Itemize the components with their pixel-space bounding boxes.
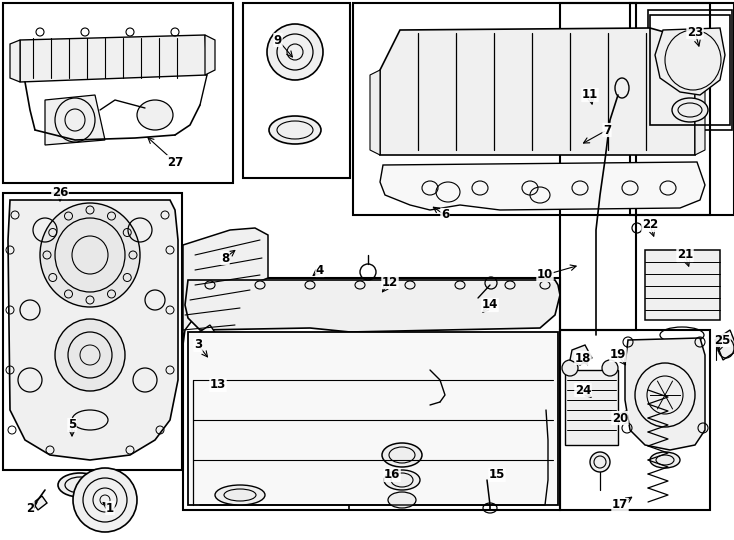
Text: 27: 27 — [167, 156, 183, 168]
Polygon shape — [45, 95, 105, 145]
Ellipse shape — [590, 452, 610, 472]
Text: 2: 2 — [26, 502, 34, 515]
Text: 18: 18 — [575, 352, 591, 365]
Ellipse shape — [382, 443, 422, 467]
Ellipse shape — [660, 352, 680, 378]
Polygon shape — [20, 35, 207, 82]
Polygon shape — [570, 345, 592, 365]
Text: 10: 10 — [537, 268, 553, 281]
Ellipse shape — [562, 360, 578, 376]
Text: 22: 22 — [642, 219, 658, 232]
Text: 19: 19 — [610, 348, 626, 361]
Text: 5: 5 — [68, 418, 76, 431]
Ellipse shape — [40, 203, 140, 307]
Text: 15: 15 — [489, 469, 505, 482]
Bar — [3, 3, 233, 183]
Bar — [243, 3, 350, 178]
Text: 4: 4 — [316, 264, 324, 276]
Ellipse shape — [602, 360, 618, 376]
Text: 21: 21 — [677, 248, 693, 261]
Polygon shape — [625, 338, 705, 450]
Ellipse shape — [384, 470, 420, 490]
Text: 23: 23 — [687, 25, 703, 38]
Polygon shape — [655, 28, 725, 95]
Ellipse shape — [267, 24, 323, 80]
Polygon shape — [695, 70, 705, 155]
Ellipse shape — [73, 468, 137, 532]
Bar — [3, 193, 182, 470]
Polygon shape — [10, 40, 20, 82]
Text: 26: 26 — [52, 186, 68, 199]
Text: 7: 7 — [603, 124, 611, 137]
Bar — [648, 10, 732, 130]
Polygon shape — [380, 28, 695, 155]
Polygon shape — [190, 325, 220, 365]
Text: 13: 13 — [210, 379, 226, 392]
Polygon shape — [8, 200, 178, 460]
Bar — [183, 278, 560, 510]
Text: 16: 16 — [384, 469, 400, 482]
Polygon shape — [205, 35, 215, 75]
Polygon shape — [645, 250, 720, 320]
Text: 12: 12 — [382, 275, 398, 288]
Polygon shape — [370, 70, 380, 155]
Bar — [630, 3, 734, 215]
Polygon shape — [188, 332, 558, 505]
Bar — [560, 3, 636, 330]
Ellipse shape — [55, 98, 95, 142]
Ellipse shape — [215, 485, 265, 505]
Ellipse shape — [55, 319, 125, 391]
Polygon shape — [380, 162, 705, 210]
Text: 1: 1 — [106, 502, 114, 515]
Ellipse shape — [650, 452, 680, 468]
Text: 8: 8 — [221, 252, 229, 265]
Ellipse shape — [269, 116, 321, 144]
Ellipse shape — [58, 473, 102, 497]
Text: 11: 11 — [582, 89, 598, 102]
Ellipse shape — [672, 98, 708, 122]
Polygon shape — [565, 370, 618, 445]
Bar — [349, 425, 490, 510]
Ellipse shape — [388, 492, 416, 508]
Text: 6: 6 — [441, 208, 449, 221]
Text: 3: 3 — [194, 339, 202, 352]
Polygon shape — [183, 228, 268, 345]
Text: 14: 14 — [482, 299, 498, 312]
Text: 17: 17 — [612, 498, 628, 511]
Bar — [560, 330, 710, 510]
Polygon shape — [33, 496, 47, 510]
Text: 24: 24 — [575, 383, 591, 396]
Text: 20: 20 — [612, 411, 628, 424]
Polygon shape — [715, 330, 734, 360]
Bar — [353, 3, 710, 215]
Ellipse shape — [137, 100, 173, 130]
Text: 9: 9 — [274, 33, 282, 46]
Polygon shape — [185, 280, 560, 332]
Text: 25: 25 — [713, 334, 730, 347]
